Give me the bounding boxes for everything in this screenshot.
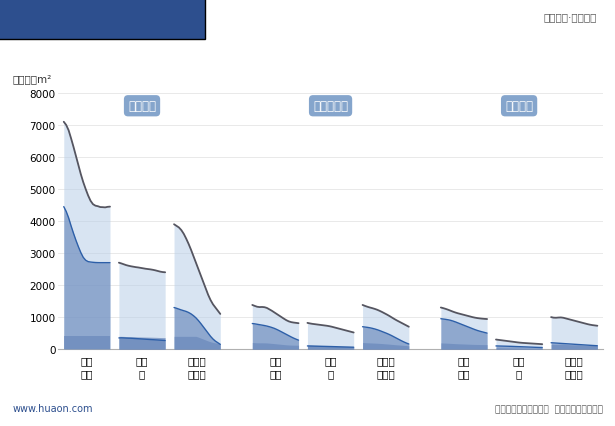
Text: 专业严谨·客观科学: 专业严谨·客观科学 xyxy=(543,12,597,23)
Text: 施工面积: 施工面积 xyxy=(128,100,156,113)
FancyBboxPatch shape xyxy=(0,0,205,40)
Text: 2016-2024年1-7月宁夏回族自治区房地产施工面积情况: 2016-2024年1-7月宁夏回族自治区房地产施工面积情况 xyxy=(146,49,469,68)
Text: 竣工面积: 竣工面积 xyxy=(505,100,533,113)
Text: 华经情报网: 华经情报网 xyxy=(27,11,62,24)
Text: www.huaon.com: www.huaon.com xyxy=(12,403,93,413)
Text: 数据来源：国家统计局  华经产业研究院整理: 数据来源：国家统计局 华经产业研究院整理 xyxy=(495,404,603,413)
Text: 单位：万m²: 单位：万m² xyxy=(12,74,52,83)
Text: 新开工面积: 新开工面积 xyxy=(313,100,348,113)
